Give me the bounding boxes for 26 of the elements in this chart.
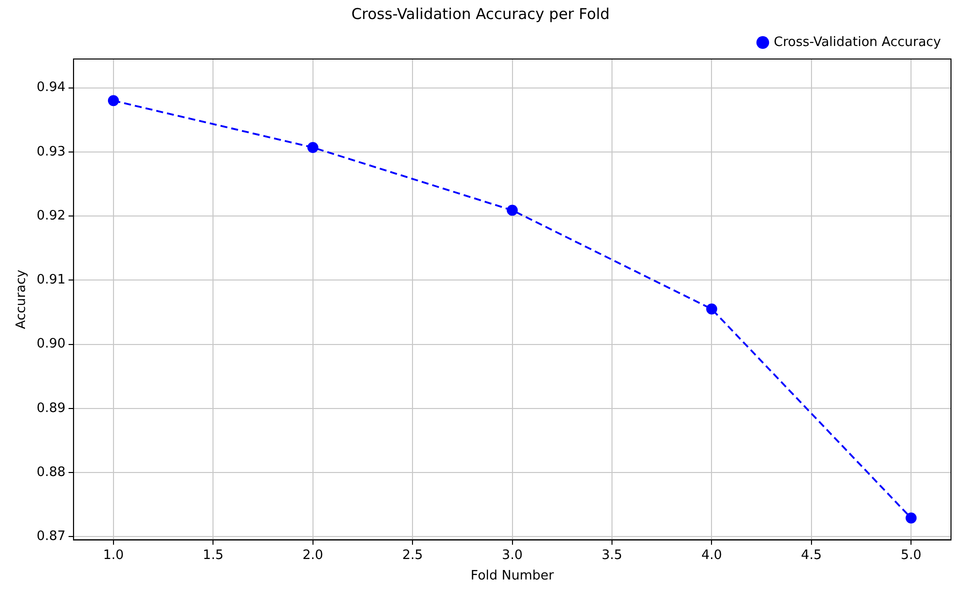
x-tick-label: 3.5 [602,548,622,563]
x-tick-label: 5.0 [900,548,922,563]
point [706,304,718,315]
y-tick-label: 0.91 [36,272,66,288]
y-tick-label: 0.93 [36,144,66,160]
x-tick-label: 1.0 [103,548,124,563]
point [506,204,518,216]
chart-title: Cross-Validation Accuracy per Fold [351,4,610,23]
y-axis-title: Accuracy [14,269,30,330]
x-tick-label: 1.5 [202,548,224,563]
point [108,95,119,106]
y-tick-label: 0.94 [36,80,66,96]
x-tick-label: 3.0 [502,548,523,563]
x-axis-title: Fold Number [470,568,555,584]
x-tick-label: 2.0 [302,548,324,563]
point [307,142,318,153]
x-tick-label: 4.0 [701,548,722,563]
point [906,512,917,524]
y-tick-label: 0.92 [36,208,66,224]
y-tick-label: 0.89 [36,400,66,416]
x-tick-label: 4.5 [801,548,822,563]
legend-label: Cross-Validation Accuracy [774,34,942,50]
y-tick-label: 0.88 [36,464,66,480]
y-tick-label: 0.90 [36,336,66,352]
y-tick-label: 0.87 [36,528,66,544]
x-tick-label: 2.5 [402,548,423,563]
